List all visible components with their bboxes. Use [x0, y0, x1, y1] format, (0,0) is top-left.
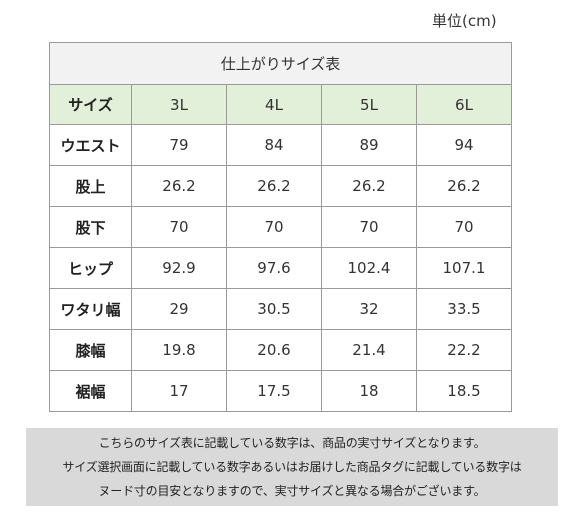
- table-cell: 102.4: [321, 247, 417, 289]
- table-cell: 70: [416, 206, 512, 248]
- table-cell: 89: [321, 124, 417, 166]
- table-row-inseam: 股下 70 70 70 70: [49, 206, 512, 248]
- table-cell: 20.6: [226, 329, 322, 371]
- note-line: サイズ選択画面に記載している数字あるいはお届けした商品タグに記載している数字は: [62, 460, 522, 474]
- table-cell: 70: [226, 206, 322, 248]
- row-label: 膝幅: [49, 329, 132, 371]
- table-cell: 21.4: [321, 329, 417, 371]
- row-label: ワタリ幅: [49, 288, 132, 330]
- size-note: こちらのサイズ表に記載している数字は、商品の実寸サイズとなります。 サイズ選択画…: [26, 428, 558, 506]
- table-title: 仕上がりサイズ表: [49, 42, 512, 85]
- table-cell: 26.2: [416, 165, 512, 207]
- row-label: ヒップ: [49, 247, 132, 289]
- table-cell: 30.5: [226, 288, 322, 330]
- table-header-row: サイズ 3L 4L 5L 6L: [49, 84, 512, 125]
- note-line: こちらのサイズ表に記載している数字は、商品の実寸サイズとなります。: [98, 436, 486, 450]
- table-row-knee: 膝幅 19.8 20.6 21.4 22.2: [49, 329, 512, 371]
- table-cell: 26.2: [226, 165, 322, 207]
- header-6l: 6L: [416, 84, 512, 125]
- table-cell: 33.5: [416, 288, 512, 330]
- table-row-hip: ヒップ 92.9 97.6 102.4 107.1: [49, 247, 512, 289]
- table-cell: 26.2: [131, 165, 227, 207]
- row-label: 股上: [49, 165, 132, 207]
- table-cell: 19.8: [131, 329, 227, 371]
- header-4l: 4L: [226, 84, 322, 125]
- table-cell: 26.2: [321, 165, 417, 207]
- table-cell: 97.6: [226, 247, 322, 289]
- table-cell: 70: [131, 206, 227, 248]
- table-row-waist: ウエスト 79 84 89 94: [49, 124, 512, 166]
- table-cell: 17: [131, 370, 227, 412]
- table-cell: 29: [131, 288, 227, 330]
- row-label: ウエスト: [49, 124, 132, 166]
- size-table: 仕上がりサイズ表 サイズ 3L 4L 5L 6L ウエスト 79 84 89 9…: [49, 42, 512, 412]
- row-label: 裾幅: [49, 370, 132, 412]
- table-cell: 18: [321, 370, 417, 412]
- table-cell: 79: [131, 124, 227, 166]
- table-cell: 84: [226, 124, 322, 166]
- header-5l: 5L: [321, 84, 417, 125]
- header-size: サイズ: [49, 84, 132, 125]
- header-3l: 3L: [131, 84, 227, 125]
- table-row-hem: 裾幅 17 17.5 18 18.5: [49, 370, 512, 412]
- table-cell: 22.2: [416, 329, 512, 371]
- table-row-thigh: ワタリ幅 29 30.5 32 33.5: [49, 288, 512, 330]
- table-cell: 107.1: [416, 247, 512, 289]
- table-title-row: 仕上がりサイズ表: [49, 42, 512, 85]
- table-row-rise: 股上 26.2 26.2 26.2 26.2: [49, 165, 512, 207]
- unit-label: 単位(cm): [432, 12, 497, 30]
- table-cell: 32: [321, 288, 417, 330]
- table-cell: 70: [321, 206, 417, 248]
- note-line: ヌード寸の目安となりますので、実寸サイズと異なる場合がございます。: [98, 484, 486, 498]
- table-cell: 18.5: [416, 370, 512, 412]
- table-cell: 17.5: [226, 370, 322, 412]
- table-cell: 94: [416, 124, 512, 166]
- row-label: 股下: [49, 206, 132, 248]
- table-cell: 92.9: [131, 247, 227, 289]
